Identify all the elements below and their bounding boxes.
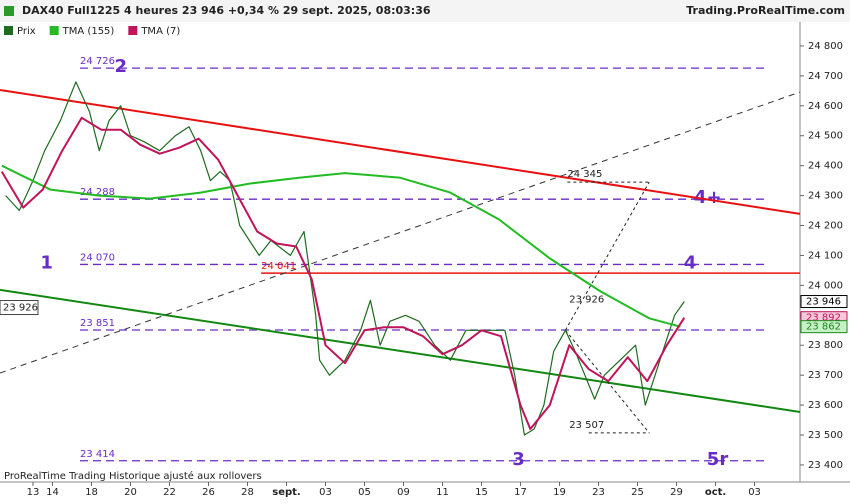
y-tick-label: 24 300	[808, 191, 843, 202]
x-tick-label: 17	[514, 487, 527, 498]
series-line	[1, 164, 681, 328]
header-icon	[4, 6, 14, 16]
legend-swatch	[49, 26, 59, 35]
header-bar	[0, 0, 850, 22]
trendline	[0, 88, 801, 215]
price-tag-label: 23 892	[806, 313, 841, 324]
trendline	[0, 91, 801, 374]
x-tick-label: 09	[397, 487, 410, 498]
level-label: 24 070	[80, 252, 115, 263]
y-tick-label: 24 800	[808, 41, 843, 52]
x-tick-label: 05	[358, 487, 371, 498]
x-tick-label: 14	[46, 487, 59, 498]
y-tick-label: 24 400	[808, 161, 843, 172]
y-tick-label: 24 100	[808, 250, 843, 261]
x-tick-label: 11	[436, 487, 449, 498]
x-tick-label: oct.	[705, 487, 726, 498]
level-label: 23 851	[80, 318, 115, 329]
footer: ProRealTime Trading Historique ajusté au…	[4, 470, 262, 482]
legend-swatch	[128, 26, 138, 35]
resistance-label: 24 041	[261, 261, 296, 272]
level-tag: 2	[114, 56, 127, 77]
series-line	[0, 116, 686, 430]
level-label: 24 726	[80, 56, 115, 67]
price-tag-label: 23 862	[806, 322, 841, 333]
x-tick-label: sept.	[272, 487, 300, 498]
level-label: 23 414	[80, 449, 115, 460]
price-tag-label: 23 946	[806, 297, 841, 308]
annotation: 23 926	[569, 295, 604, 306]
chart-title: DAX40 Full1225 4 heures 23 946 +0,34 % 2…	[22, 4, 431, 17]
y-tick-label: 24 500	[808, 131, 843, 142]
x-tick-label: 03	[748, 487, 761, 498]
annotation: 23 507	[569, 420, 604, 431]
x-tick-label: 29	[670, 487, 683, 498]
x-tick-label: 23	[592, 487, 605, 498]
y-tick-label: 24 600	[808, 101, 843, 112]
x-tick-label: 15	[475, 487, 488, 498]
trendline	[0, 288, 801, 413]
legend-label: Prix	[17, 26, 36, 37]
y-tick-label: 23 400	[808, 460, 843, 471]
x-tick-label: 19	[553, 487, 566, 498]
y-tick-label: 23 800	[808, 340, 843, 351]
y-tick-label: 24 000	[808, 280, 843, 291]
price-tag-box	[800, 320, 848, 334]
level-tag: 3	[512, 449, 525, 470]
left-tag-label: 23 926	[3, 303, 38, 314]
legend-label: TMA (7)	[140, 26, 180, 37]
guide-line	[564, 181, 650, 331]
y-tick-label: 23 500	[808, 430, 843, 441]
x-tick-label: 25	[631, 487, 644, 498]
x-tick-label: 20	[124, 487, 137, 498]
level-label: 24 288	[80, 187, 115, 198]
annotation: 24 345	[567, 169, 602, 180]
x-tick-label: 03	[319, 487, 332, 498]
y-tick-label: 24 700	[808, 71, 843, 82]
y-tick-label: 23 700	[808, 370, 843, 381]
y-tick-label: 24 200	[808, 221, 843, 232]
legend-label: TMA (155)	[62, 26, 115, 37]
x-tick-label: 13	[27, 487, 40, 498]
x-tick-label: 22	[163, 487, 176, 498]
x-tick-label: 18	[85, 487, 98, 498]
source: Trading.ProRealTime.com	[686, 4, 845, 17]
y-tick-label: 23 600	[808, 400, 843, 411]
price-tag-box	[800, 295, 848, 309]
legend-swatch	[4, 26, 13, 35]
level-tag: 5r	[707, 449, 729, 470]
series-line	[5, 81, 685, 436]
level-tag: 4+	[694, 187, 722, 208]
left-tag-box	[0, 300, 39, 316]
level-tag: 4	[684, 252, 697, 273]
x-tick-label: 28	[241, 487, 254, 498]
x-tick-label: 26	[202, 487, 215, 498]
level-tag: 1	[40, 252, 53, 273]
